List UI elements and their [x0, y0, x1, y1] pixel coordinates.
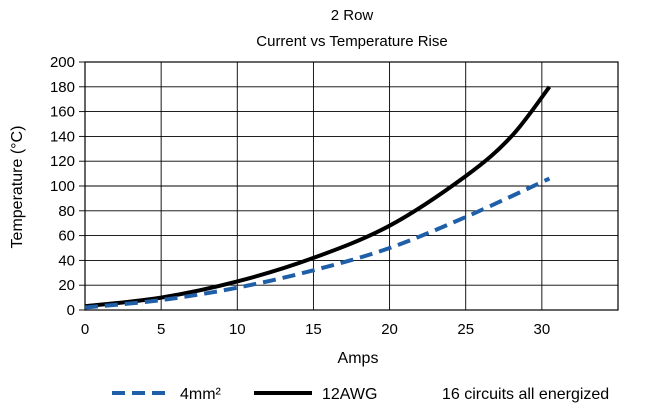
chart-subtitle: Current vs Temperature Rise	[256, 33, 447, 50]
y-tick-label: 200	[50, 54, 75, 71]
y-tick-label: 40	[58, 252, 75, 269]
legend: 4mm² 12AWG 16 circuits all energized	[112, 386, 609, 403]
axis-ticks: 0 5 10 15 20 25 30 0 20 40 60 80 100 120 140 160 180 200	[50, 54, 550, 338]
series-line-4mm	[84, 176, 551, 310]
x-tick-label: 5	[157, 321, 165, 338]
legend-note: 16 circuits all energized	[442, 386, 609, 403]
y-axis-label: Temperature (°C)	[9, 126, 26, 249]
y-tick-label: 80	[58, 203, 75, 220]
legend-label-4mm: 4mm²	[180, 386, 222, 403]
y-tick-label: 100	[50, 178, 75, 195]
x-tick-label: 15	[305, 321, 322, 338]
y-tick-label: 160	[50, 104, 75, 121]
y-tick-label: 20	[58, 277, 75, 294]
series-line-12awg	[84, 85, 552, 309]
y-tick-label: 180	[50, 79, 75, 96]
series-lines	[84, 85, 552, 310]
x-tick-label: 0	[81, 321, 89, 338]
legend-label-12awg: 12AWG	[322, 386, 377, 403]
y-tick-label: 60	[58, 228, 75, 245]
x-tick-label: 30	[534, 321, 551, 338]
x-tick-label: 25	[457, 321, 474, 338]
chart-title: 2 Row	[331, 7, 374, 24]
x-axis-label: Amps	[338, 350, 379, 367]
x-tick-label: 20	[381, 321, 398, 338]
y-tick-label: 140	[50, 128, 75, 145]
y-tick-label: 0	[67, 302, 75, 319]
x-tick-label: 10	[229, 321, 246, 338]
y-tick-label: 120	[50, 153, 75, 170]
